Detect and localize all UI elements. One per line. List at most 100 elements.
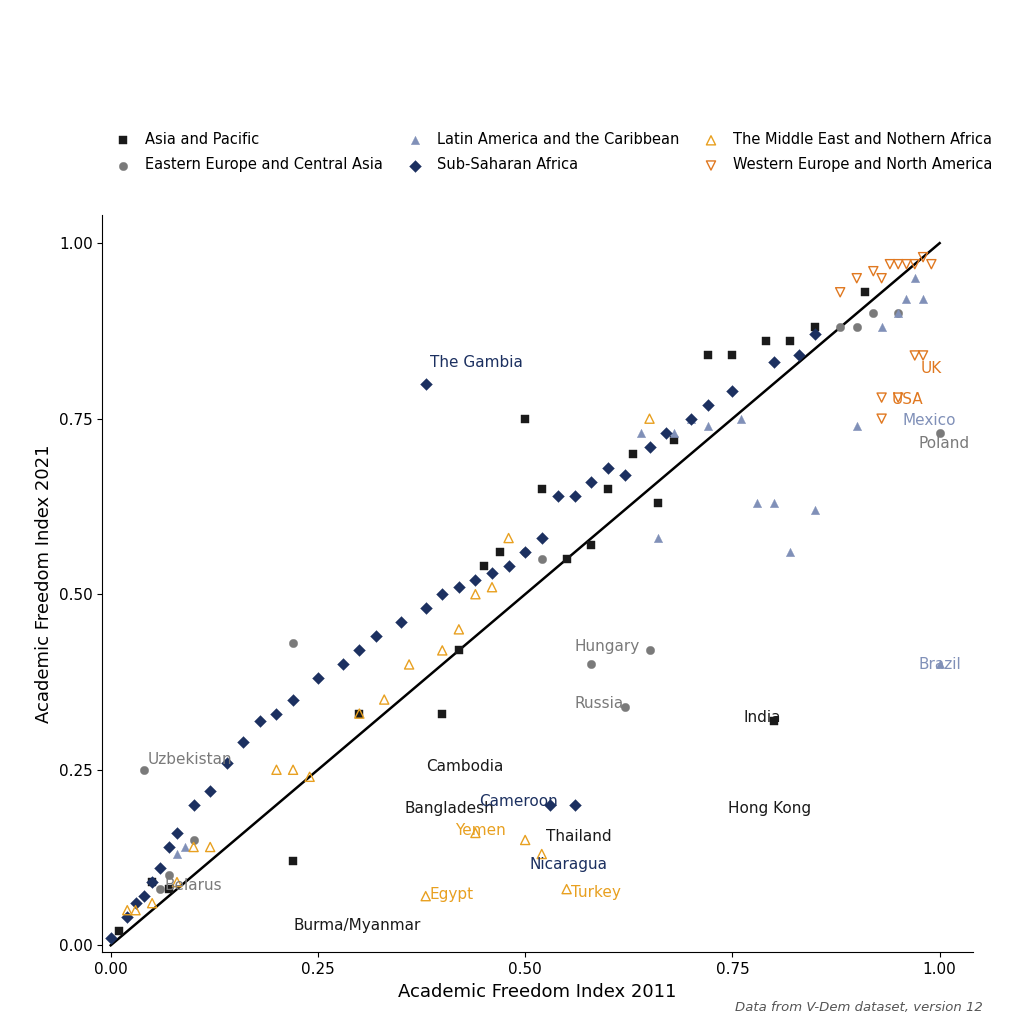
Point (119, 902, 135, 919)
Y-axis label: Academic Freedom Index 2021: Academic Freedom Index 2021 (36, 444, 53, 723)
Point (534, 480, 550, 497)
Point (501, 529, 517, 546)
Point (791, 347, 807, 364)
Point (517, 544, 534, 560)
Text: UK: UK (921, 360, 942, 376)
Text: Hungary: Hungary (574, 639, 640, 654)
Point (127, 902, 143, 919)
Point (451, 642, 467, 658)
Point (699, 418, 716, 434)
Text: Cambodia: Cambodia (426, 759, 503, 774)
Point (584, 474, 600, 490)
Point (932, 656, 948, 673)
Point (483, 565, 500, 582)
Point (534, 551, 550, 567)
Point (467, 586, 483, 602)
Point (392, 614, 409, 631)
Point (268, 706, 285, 722)
Point (750, 495, 766, 511)
Text: Bangladesh: Bangladesh (404, 801, 495, 816)
Point (351, 642, 368, 658)
Point (534, 529, 550, 546)
Text: Belarus: Belarus (165, 879, 222, 893)
Text: Cameroon: Cameroon (479, 794, 558, 809)
Point (724, 347, 740, 364)
Point (285, 762, 301, 778)
Point (119, 909, 135, 926)
Point (873, 319, 890, 336)
Point (566, 797, 583, 813)
Point (161, 839, 177, 855)
Point (252, 713, 268, 729)
Point (600, 480, 616, 497)
Point (766, 495, 782, 511)
Point (268, 762, 285, 778)
Point (683, 411, 699, 427)
Text: Hong Kong: Hong Kong (728, 801, 811, 816)
Text: Thailand: Thailand (546, 829, 611, 844)
Point (185, 797, 202, 813)
Point (434, 642, 451, 658)
Point (185, 839, 202, 855)
Point (467, 572, 483, 589)
Point (849, 270, 865, 287)
Point (475, 558, 492, 574)
Point (898, 291, 914, 307)
Point (534, 846, 550, 862)
Point (873, 389, 890, 406)
Text: Turkey: Turkey (570, 885, 621, 900)
Point (873, 270, 890, 287)
Point (641, 438, 657, 455)
Point (782, 333, 799, 349)
X-axis label: Academic Freedom Index 2011: Academic Freedom Index 2011 (398, 983, 677, 1000)
Point (649, 495, 666, 511)
Point (517, 544, 534, 560)
Point (135, 888, 152, 904)
Point (153, 860, 169, 877)
Point (351, 706, 368, 722)
Point (285, 635, 301, 651)
Point (111, 923, 127, 939)
Point (914, 291, 931, 307)
Point (865, 305, 882, 322)
Point (185, 831, 202, 848)
Point (906, 270, 923, 287)
Point (683, 411, 699, 427)
Point (625, 445, 641, 462)
Point (873, 411, 890, 427)
Text: USA: USA (892, 391, 924, 407)
Point (558, 551, 574, 567)
Text: Yemen: Yemen (455, 823, 506, 839)
Point (169, 873, 185, 890)
Point (135, 762, 152, 778)
Point (218, 755, 234, 771)
Point (493, 544, 509, 560)
Point (335, 656, 351, 673)
Point (657, 425, 674, 441)
Point (890, 305, 906, 322)
Point (914, 347, 931, 364)
Point (924, 256, 940, 272)
Point (285, 691, 301, 708)
Point (501, 558, 517, 574)
Legend: Asia and Pacific, Eastern Europe and Central Asia, Latin America and the Caribbe: Asia and Pacific, Eastern Europe and Cen… (102, 126, 998, 178)
Text: Poland: Poland (919, 436, 970, 451)
Point (831, 319, 848, 336)
Point (376, 691, 392, 708)
Point (202, 782, 218, 799)
Point (758, 333, 774, 349)
Point (566, 487, 583, 504)
Point (153, 881, 169, 897)
Point (724, 382, 740, 398)
Point (351, 706, 368, 722)
Point (807, 319, 823, 336)
Point (600, 460, 616, 476)
Point (932, 425, 948, 441)
Text: Brazil: Brazil (919, 657, 962, 672)
Point (517, 411, 534, 427)
Point (849, 418, 865, 434)
Point (467, 824, 483, 841)
Point (102, 930, 119, 946)
Point (517, 831, 534, 848)
Point (144, 873, 161, 890)
